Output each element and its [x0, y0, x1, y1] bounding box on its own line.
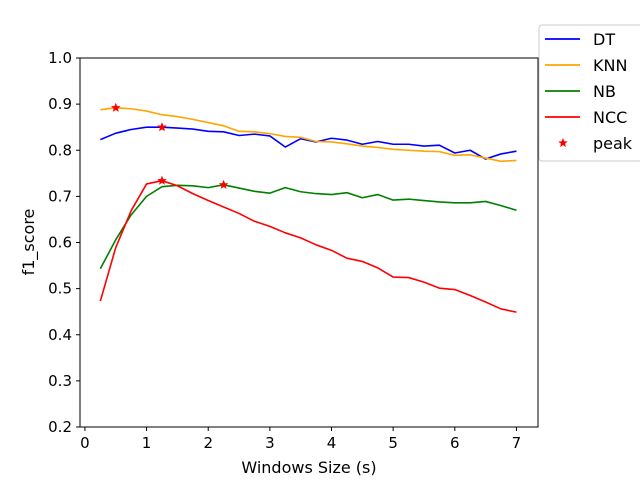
y-tick-label: 0.3	[48, 372, 72, 390]
series-line-knn	[100, 107, 517, 163]
y-tick-label: 0.4	[48, 326, 72, 344]
y-tick-label: 0.9	[48, 95, 72, 113]
peak-marker	[110, 102, 121, 112]
legend-items: DT KNN NB NCC peak	[545, 30, 633, 153]
y-axis-label: f1_score	[19, 209, 39, 276]
x-tick-label: 4	[327, 434, 337, 452]
series-layer	[99, 107, 517, 313]
legend-label-peak: peak	[593, 134, 633, 153]
x-tick-label: 5	[388, 434, 398, 452]
x-tick-label: 6	[450, 434, 460, 452]
x-axis-ticks: 0 1 2 3 4 5 6 7	[80, 427, 521, 452]
y-tick-label: 0.5	[48, 280, 72, 298]
legend: DT KNN NB NCC peak	[538, 24, 640, 162]
x-tick-label: 7	[512, 434, 522, 452]
x-tick-label: 2	[203, 434, 213, 452]
series-line-dt	[100, 126, 517, 160]
legend-label-ncc: NCC	[593, 108, 627, 127]
peak-marker	[218, 179, 229, 189]
series-line-nb	[99, 184, 517, 270]
peak-marker-layer	[110, 102, 229, 189]
series-line-ncc	[99, 179, 517, 313]
legend-swatch-peak	[558, 137, 568, 148]
y-tick-label: 0.7	[48, 187, 72, 205]
legend-frame	[538, 24, 640, 162]
y-tick-label: 0.8	[48, 141, 72, 159]
x-tick-label: 3	[265, 434, 275, 452]
x-tick-label: 1	[142, 434, 152, 452]
x-axis-label: Windows Size (s)	[241, 458, 376, 477]
peak-marker	[157, 122, 167, 132]
x-tick-label: 0	[80, 434, 90, 452]
peak-marker	[157, 175, 167, 185]
y-tick-label: 1.0	[48, 49, 72, 67]
y-axis-ticks: 0.2 0.3 0.4 0.5 0.6 0.7 0.8 0.9 1.0	[48, 49, 80, 436]
legend-label-nb: NB	[593, 82, 616, 101]
y-tick-label: 0.6	[48, 234, 72, 252]
legend-label-knn: KNN	[593, 56, 627, 75]
y-tick-label: 0.2	[48, 418, 72, 436]
legend-label-dt: DT	[593, 30, 615, 49]
